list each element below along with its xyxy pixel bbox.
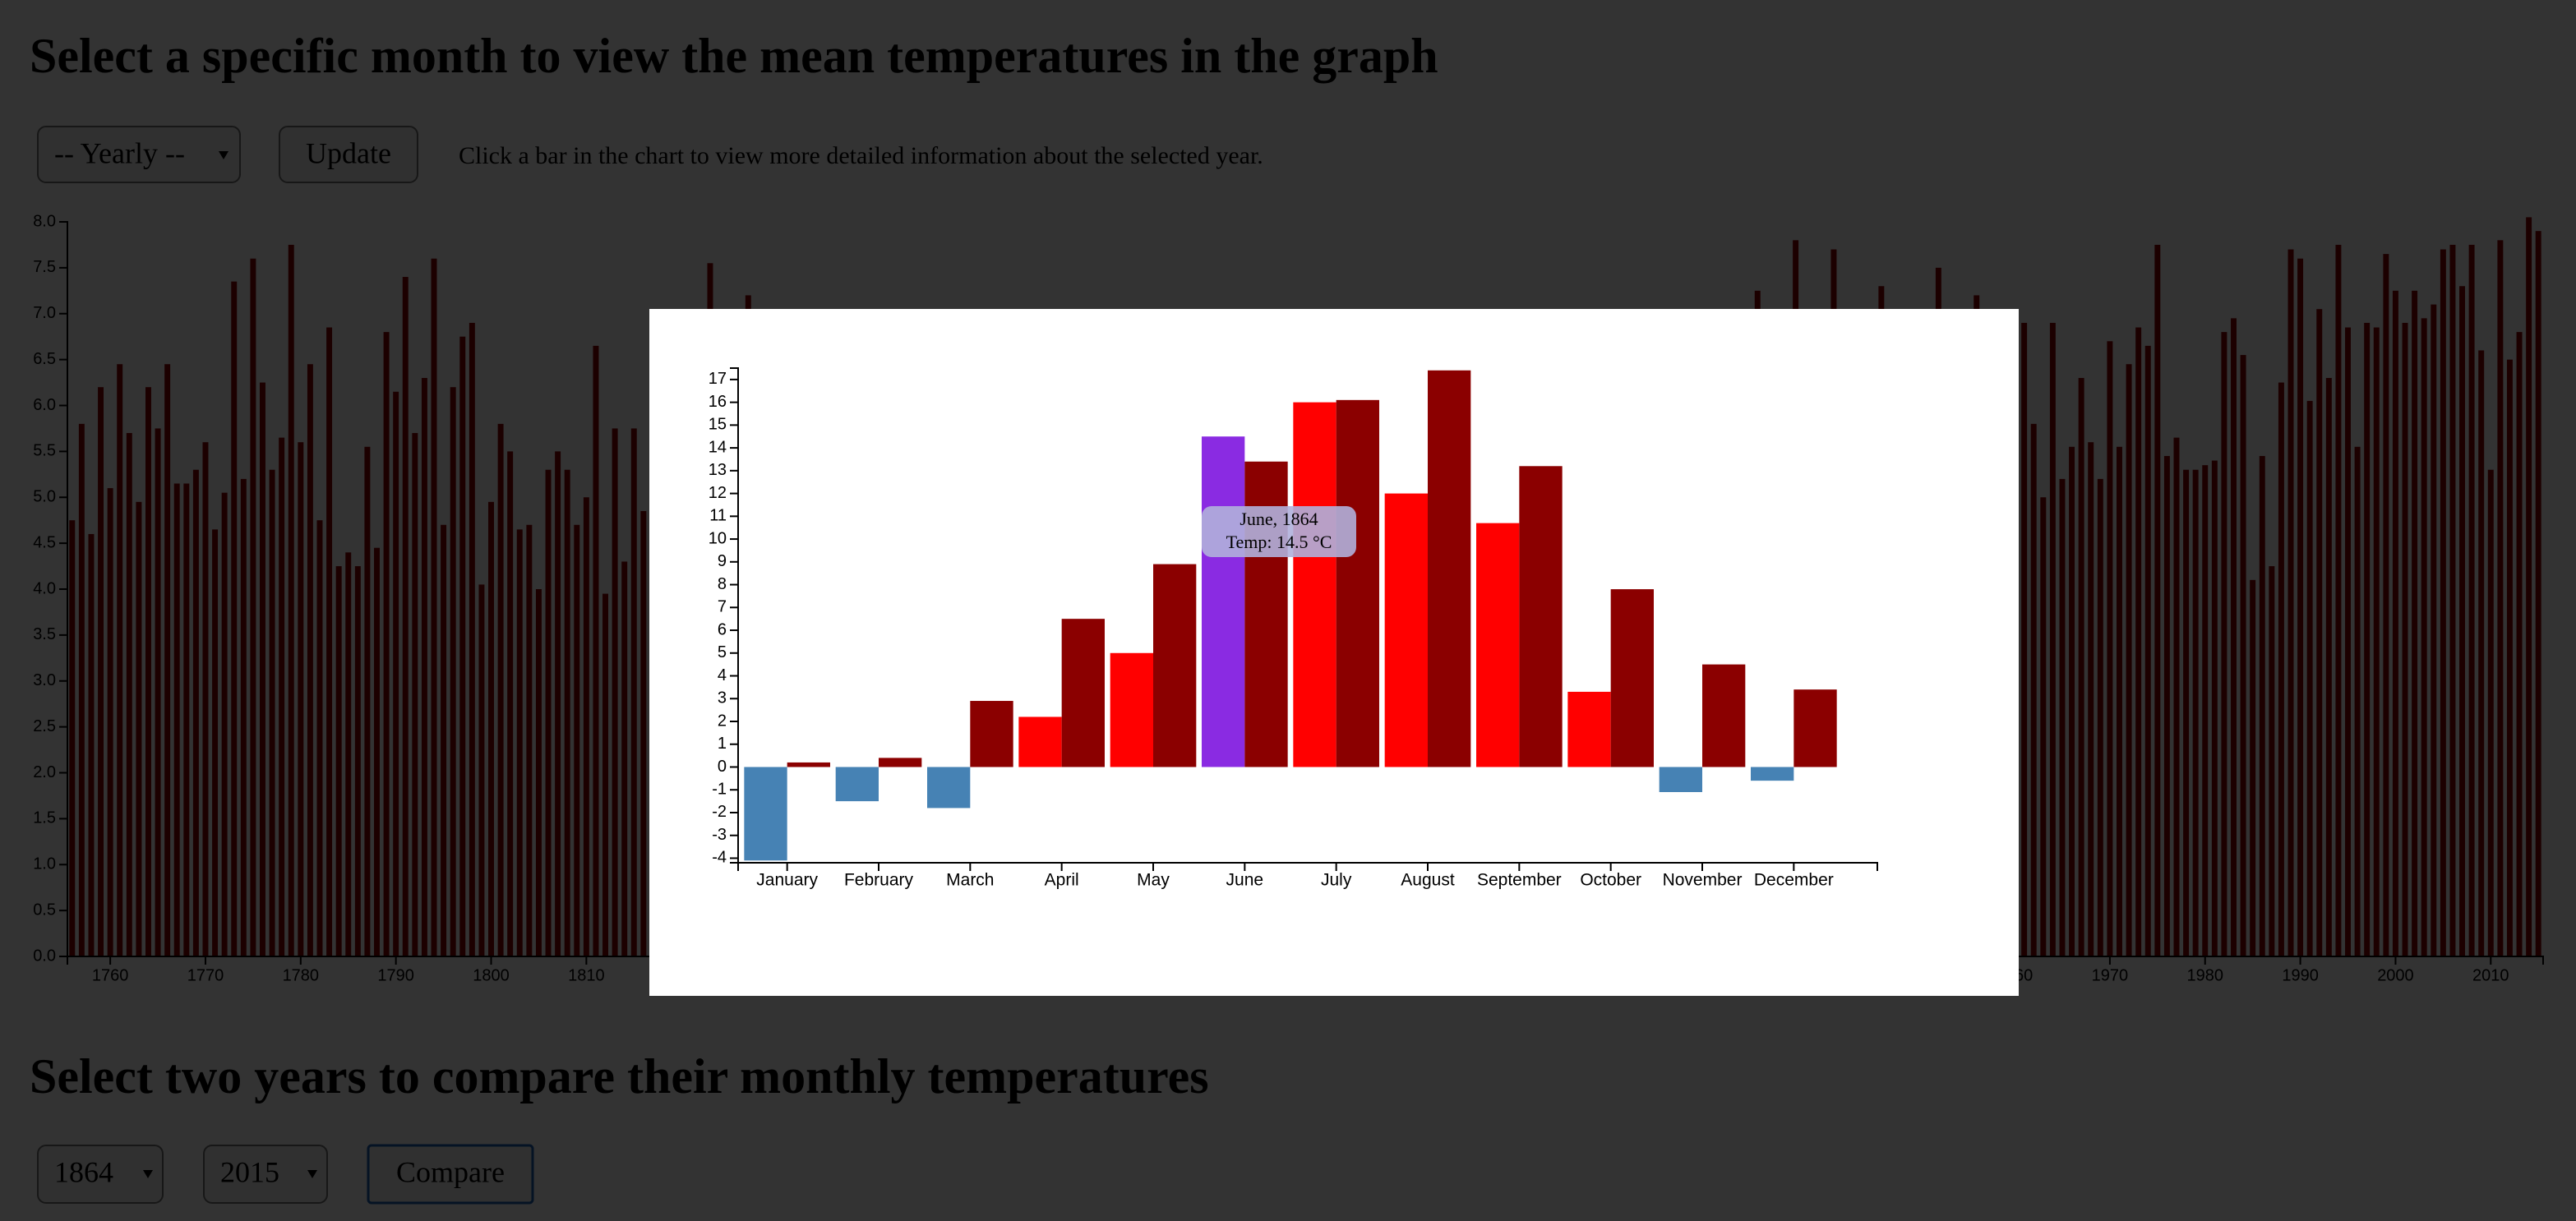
bar — [1702, 664, 1746, 767]
x-tick-label: June — [1226, 871, 1264, 890]
y-tick-label: 9 — [718, 552, 727, 570]
bar — [1384, 493, 1428, 767]
bar — [1476, 523, 1520, 767]
y-tick-label: 11 — [709, 507, 727, 525]
y-tick-label: 0 — [718, 758, 727, 776]
y-tick-label: 6 — [718, 620, 727, 638]
x-tick-label: August — [1401, 871, 1455, 890]
bar — [1659, 767, 1702, 792]
y-tick-label: 12 — [709, 484, 727, 502]
y-tick-label: 3 — [718, 689, 727, 707]
x-tick-label: April — [1045, 871, 1079, 890]
bar — [1110, 652, 1153, 767]
bar — [1751, 767, 1794, 781]
bar — [1061, 619, 1105, 767]
bar — [1336, 399, 1379, 767]
bar — [1202, 436, 1245, 767]
y-tick-label: -3 — [712, 826, 727, 844]
bar — [1519, 466, 1563, 767]
y-tick-label: 4 — [718, 666, 727, 684]
x-tick-label: September — [1477, 871, 1562, 890]
bar — [970, 701, 1013, 767]
x-tick-label: March — [946, 871, 994, 890]
bar — [835, 767, 879, 802]
x-tick-label: November — [1663, 871, 1743, 890]
y-tick-label: 1 — [718, 735, 727, 753]
y-tick-label: 13 — [709, 461, 727, 479]
bar — [1794, 689, 1837, 767]
x-tick-label: July — [1321, 871, 1352, 890]
y-tick-label: 8 — [718, 575, 727, 593]
y-tick-label: -4 — [712, 849, 727, 867]
bar — [1567, 691, 1611, 767]
x-tick-label: February — [844, 871, 914, 890]
bar — [787, 762, 830, 767]
bar — [1293, 402, 1336, 767]
y-tick-label: -1 — [712, 781, 727, 799]
y-tick-label: 17 — [709, 370, 727, 388]
y-tick-label: 10 — [709, 529, 727, 547]
y-tick-label: -2 — [712, 803, 727, 821]
y-tick-label: 15 — [709, 416, 727, 434]
y-tick-label: 5 — [718, 643, 727, 661]
y-tick-label: 7 — [718, 598, 727, 616]
bar — [879, 758, 922, 767]
x-axis — [737, 862, 1878, 871]
y-tick-label: 16 — [709, 393, 727, 411]
x-tick-label: December — [1754, 871, 1834, 890]
y-tick-label: 14 — [709, 438, 727, 456]
tooltip-box — [1202, 506, 1356, 557]
x-tick-label: October — [1580, 871, 1641, 890]
bar — [1610, 589, 1654, 767]
bar — [744, 767, 787, 861]
bar — [1428, 370, 1471, 767]
bar — [927, 767, 971, 809]
tooltip-text: Temp: 14.5 °C — [1226, 532, 1332, 552]
tooltip: June, 1864 Temp: 14.5 °C — [1202, 506, 1356, 557]
bar — [1018, 716, 1062, 767]
bar — [1153, 564, 1197, 767]
y-axis — [730, 367, 739, 864]
x-tick-label: May — [1137, 871, 1170, 890]
x-tick-label: January — [756, 871, 818, 890]
y-tick-label: 2 — [718, 712, 727, 730]
monthly-chart: January February March April May June July Augu… — [709, 367, 1878, 890]
tooltip-title: June, 1864 — [1240, 509, 1318, 529]
